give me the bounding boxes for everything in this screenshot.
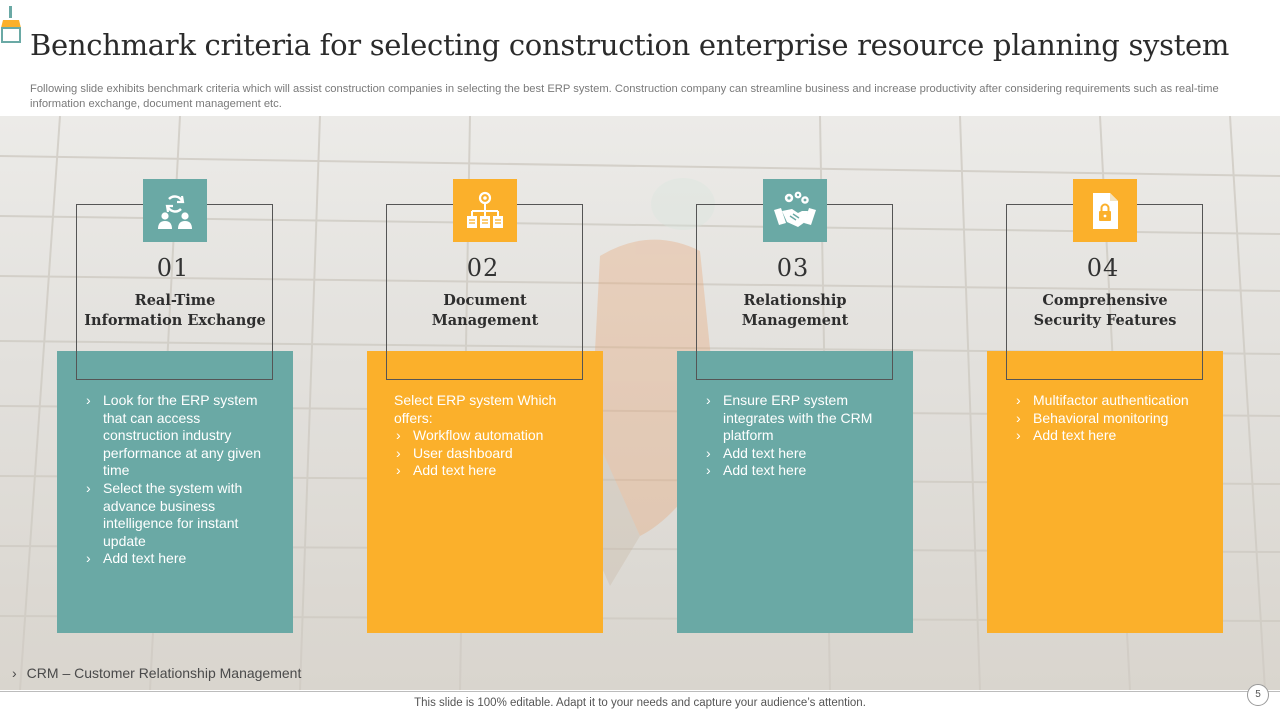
criteria-number-1: 01 <box>156 254 190 282</box>
criteria-icon-box-2 <box>453 179 517 242</box>
criteria-heading-1-line2: Information Exchange <box>84 312 266 329</box>
list-intro: Select ERP system Which offers: <box>394 392 557 426</box>
footer-note: This slide is 100% editable. Adapt it to… <box>414 697 866 709</box>
page-title: Benchmark criteria for selecting constru… <box>30 28 1230 62</box>
criteria-number-4: 04 <box>1086 254 1120 282</box>
handshake-gears-icon <box>774 191 816 227</box>
list-item: Add text here <box>704 445 894 463</box>
criteria-icon-box-4 <box>1073 179 1137 242</box>
page-number: 5 <box>1247 684 1269 706</box>
list-item: Select the system with advance business … <box>84 480 274 550</box>
secure-file-icon <box>1093 192 1118 229</box>
criteria-heading-2: Document Management <box>367 291 603 331</box>
criteria-heading-4-line1: Comprehensive <box>1042 292 1168 309</box>
criteria-icon-box-1 <box>143 179 207 242</box>
criteria-bullets-1: Look for the ERP system that can access … <box>84 392 274 568</box>
criteria-heading-4-line2: Security Features <box>1033 312 1177 329</box>
criteria-heading-3-line2: Management <box>741 312 849 329</box>
list-item: Ensure ERP system integrates with the CR… <box>704 392 894 445</box>
sync-users-icon <box>158 194 192 229</box>
criteria-bullets-3: Ensure ERP system integrates with the CR… <box>704 392 894 480</box>
criteria-heading-3: Relationship Management <box>677 291 913 331</box>
criteria-heading-3-line1: Relationship <box>743 292 847 309</box>
list-item: Add text here <box>704 462 894 480</box>
list-item: User dashboard <box>394 445 584 463</box>
criteria-number-2: 02 <box>466 254 500 282</box>
crane-logo-icon <box>1 6 21 43</box>
crm-footnote-text: CRM – Customer Relationship Management <box>26 665 302 681</box>
document-network-icon <box>467 191 503 228</box>
criteria-heading-2-line1: Document <box>443 292 527 309</box>
footer-divider <box>0 691 1280 692</box>
chevron-right-icon: › <box>12 665 17 681</box>
criteria-icon-box-3 <box>763 179 827 242</box>
list-item: Behavioral monitoring <box>1014 410 1214 428</box>
criteria-heading-1-line1: Real-Time <box>134 292 216 309</box>
criteria-panel-2 <box>367 351 603 633</box>
list-item: Multifactor authentication <box>1014 392 1214 410</box>
criteria-bullets-4: Multifactor authentication Behavioral mo… <box>1014 392 1214 445</box>
list-item: Look for the ERP system that can access … <box>84 392 274 480</box>
list-item: Add text here <box>1014 427 1214 445</box>
crm-footnote: › CRM – Customer Relationship Management <box>12 665 301 681</box>
page-subtitle: Following slide exhibits benchmark crite… <box>30 83 1219 110</box>
criteria-number-3: 03 <box>776 254 810 282</box>
list-item: Add text here <box>394 462 584 480</box>
list-item: Workflow automation <box>394 427 584 445</box>
criteria-heading-4: Comprehensive Security Features <box>987 291 1223 331</box>
list-item: Add text here <box>84 550 274 568</box>
criteria-heading-2-line2: Management <box>431 312 539 329</box>
criteria-heading-1: Real-Time Information Exchange <box>57 291 293 331</box>
criteria-bullets-2: Select ERP system Which offers: Workflow… <box>394 392 584 480</box>
